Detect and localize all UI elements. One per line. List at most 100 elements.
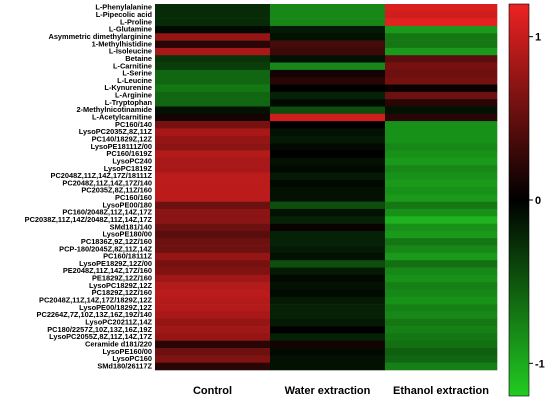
heatmap-cell <box>385 208 498 217</box>
heatmap-cell <box>270 296 386 305</box>
row-label: PC1829Z,12Z/160 <box>92 288 152 297</box>
heatmap-cell <box>385 25 498 34</box>
row-label: PC160/140 <box>115 120 152 129</box>
heatmap-cell <box>155 260 271 268</box>
row-label: LysoPC240 <box>112 156 152 165</box>
row-label: L-Kynurenine <box>104 83 152 92</box>
heatmap-cell <box>385 157 498 166</box>
heatmap-cell <box>155 179 271 188</box>
heatmap-cell <box>155 62 271 71</box>
heatmap-cell <box>270 135 386 144</box>
heatmap-cell <box>270 252 386 261</box>
heatmap-cell <box>385 165 498 173</box>
heatmap-cell <box>155 55 271 63</box>
heatmap-cell <box>270 340 386 349</box>
heatmap-cell <box>155 311 271 320</box>
heatmap-cell <box>385 311 498 320</box>
heatmap-cell <box>155 69 271 78</box>
heatmap-cell <box>270 99 386 107</box>
colorbar-tick-label: 1 <box>535 32 541 44</box>
heatmap-cell <box>270 11 386 19</box>
row-label: L-Glutamine <box>109 25 152 34</box>
heatmap-cell <box>385 289 498 298</box>
heatmap-cell <box>270 194 386 202</box>
heatmap-cell <box>270 47 386 56</box>
row-label: PCP-180/2045Z,8Z,11Z,14Z <box>59 244 152 253</box>
heatmap-cell <box>270 208 386 217</box>
heatmap-cell <box>155 348 271 356</box>
heatmap-cell <box>155 157 271 166</box>
heatmap-cell <box>270 121 386 129</box>
heatmap-cell <box>270 69 386 78</box>
heatmap-cell <box>385 348 498 356</box>
heatmap-cell <box>385 223 498 232</box>
row-label: LysoPE00/1829Z,12Z <box>79 303 152 312</box>
heatmap-cell <box>155 113 271 122</box>
heatmap-cell <box>155 84 271 93</box>
heatmap-cell <box>385 128 498 137</box>
row-label: LysoPE1829Z,12Z/00 <box>79 259 152 268</box>
heatmap-cell <box>155 128 271 137</box>
row-label: Asymmetric dimethylarginine <box>48 32 152 41</box>
heatmap-cell <box>155 4 271 12</box>
heatmap-cell <box>270 84 386 93</box>
heatmap-cell <box>385 355 498 363</box>
heatmap-cell <box>155 304 271 312</box>
heatmap-cell <box>270 304 386 312</box>
heatmap-cell <box>270 77 386 85</box>
heatmap-cell <box>270 128 386 137</box>
heatmap-cell <box>385 216 498 224</box>
heatmap-cell <box>270 165 386 173</box>
row-label: LysoPC2055Z,8Z,11Z,14Z,17Z <box>49 332 152 341</box>
heatmap-cell <box>270 216 386 224</box>
heatmap-cell <box>385 77 498 85</box>
heatmap-cell <box>385 84 498 93</box>
heatmap-cell <box>385 326 498 334</box>
row-label: PC2048Z,11Z,14Z,17Z/140 <box>62 178 152 187</box>
row-label: LysoPE180/00 <box>103 230 152 239</box>
row-label: LysoPC2035Z,8Z,11Z <box>79 127 153 136</box>
row-label: L-Tryptophan <box>105 98 153 107</box>
heatmap-cell <box>270 201 386 210</box>
heatmap-cell <box>155 289 271 298</box>
heatmap-cell <box>385 304 498 312</box>
heatmap-cell <box>155 106 271 115</box>
heatmap-cell <box>270 187 386 195</box>
row-label: PC140/1829Z,12Z <box>92 134 153 143</box>
heatmap-cell <box>155 245 271 254</box>
heatmap-cell <box>155 267 271 276</box>
row-label: L-Serine <box>122 69 152 78</box>
colorbar: 1 0 -1 <box>508 3 545 397</box>
heatmap-cell <box>270 333 386 342</box>
heatmap-cell <box>155 230 271 239</box>
heatmap-cell <box>385 143 498 151</box>
row-label: LysoPC1829Z,12Z <box>89 281 152 290</box>
heatmap-cell <box>155 143 271 151</box>
heatmap-cell <box>155 40 271 49</box>
heatmap-cell <box>270 172 386 180</box>
heatmap-cell <box>385 201 498 210</box>
heatmap-cell <box>385 11 498 19</box>
heatmap-cell <box>385 267 498 276</box>
heatmap-cell <box>385 40 498 49</box>
heatmap-cell <box>270 311 386 320</box>
heatmap-cell <box>385 245 498 254</box>
colorbar-tick-label: -1 <box>535 358 545 370</box>
row-label: LysoPE00/180 <box>103 200 152 209</box>
heatmap-cell <box>155 355 271 363</box>
row-label: Ceramide d181/220 <box>85 339 152 348</box>
heatmap-cell <box>155 362 271 371</box>
heatmap-cell <box>155 194 271 202</box>
heatmap-cell <box>270 25 386 34</box>
row-label: SMd181/140 <box>110 222 152 231</box>
heatmap-cell <box>385 33 498 41</box>
heatmap-cell <box>270 157 386 166</box>
heatmap-cell <box>385 252 498 261</box>
row-label: PC2048Z,11Z,14Z,17Z/18111Z <box>51 171 153 180</box>
heatmap-cell <box>270 245 386 254</box>
column-labels: Control Water extraction Ethanol extractio… <box>193 385 489 397</box>
row-label: PC160/1619Z <box>106 149 152 158</box>
heatmap-cell <box>385 113 498 122</box>
heatmap-cell <box>385 55 498 63</box>
heatmap-cell <box>385 260 498 268</box>
